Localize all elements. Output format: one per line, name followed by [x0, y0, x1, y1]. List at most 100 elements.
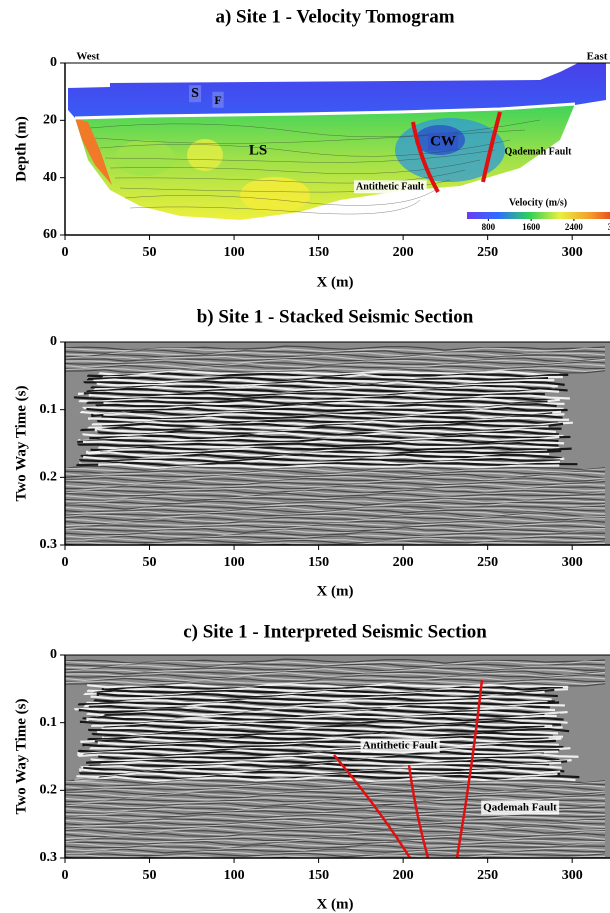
tomogram-edge [75, 118, 112, 185]
interface-line [74, 102, 576, 120]
tomogram-top [68, 63, 606, 118]
seismic-reflector [65, 670, 606, 676]
annotation: Antithetic Fault [363, 740, 438, 752]
y-tick-label: 0.1 [40, 715, 58, 730]
seismic-reflector [79, 457, 561, 464]
tomogram-feature [115, 140, 175, 176]
y-axis-label: Two Way Time (s) [13, 386, 29, 502]
plot-area [65, 655, 610, 866]
seismic-reflector [65, 790, 606, 796]
seismic-reflector [65, 513, 606, 520]
annotation: CW [430, 133, 456, 149]
colorbar-tick-label: 1600 [522, 222, 541, 232]
seismic-reflector [65, 508, 606, 514]
seismic-reflector [65, 465, 606, 471]
seismic-reflector [98, 369, 560, 377]
seismic-reflector [65, 549, 605, 553]
seismic-reflector [65, 353, 606, 359]
annotation: Qademah Fault [483, 802, 557, 814]
seismic-reflector [65, 679, 606, 686]
x-tick-label: 300 [562, 555, 583, 570]
y-tick-label: 0 [50, 647, 57, 662]
seismic-reflector [77, 700, 560, 707]
y-tick-label: 0.2 [40, 783, 58, 798]
seismic-reflector [65, 498, 606, 504]
annotation: S [191, 86, 199, 101]
seismic-reflector [86, 699, 548, 705]
seismic-reflector [65, 850, 606, 856]
seismic-reflector [65, 496, 606, 502]
seismic-reflector [65, 811, 606, 817]
x-tick-label: 100 [224, 555, 245, 570]
annotation: East [587, 51, 608, 63]
seismic-reflector [65, 475, 606, 481]
annotation-box [428, 132, 458, 151]
annotation-box [360, 738, 440, 753]
seismic-reflector [96, 381, 558, 388]
seismic-reflector [93, 385, 555, 392]
seismic-reflector [65, 862, 605, 866]
contour-line [104, 149, 496, 163]
seismic-reflector [91, 722, 553, 728]
seismic-reflector [65, 838, 606, 844]
annotation-box [353, 180, 427, 194]
seismic-reflector [88, 451, 550, 458]
seismic-reflector [86, 709, 568, 717]
seismic-reflector [78, 459, 561, 466]
seismic-reflector [65, 478, 606, 485]
seismic-reflector [65, 852, 606, 858]
seismic-reflector [65, 500, 606, 506]
seismic-reflector [101, 733, 564, 740]
seismic-reflector [65, 539, 606, 545]
x-axis-label: X (m) [316, 274, 353, 290]
seismic-reflector [65, 815, 606, 821]
seismic-reflector [78, 397, 560, 404]
colorbar [467, 212, 610, 219]
seismic-reflector [82, 405, 564, 412]
seismic-reflector [65, 527, 606, 534]
seismic-reflector [83, 391, 545, 398]
x-tick-label: 200 [393, 868, 414, 883]
plot-area [68, 63, 606, 220]
y-tick-label: 0.3 [40, 537, 58, 552]
seismic-reflector [65, 821, 606, 827]
seismic-reflector [65, 487, 606, 493]
seismic-reflector [65, 502, 606, 508]
seismic-reflector [80, 737, 562, 744]
seismic-reflector [90, 445, 572, 452]
seismic-reflector [65, 784, 606, 790]
seismic-reflector [77, 438, 559, 444]
seismic-reflector [65, 471, 606, 477]
seismic-reflector [96, 419, 559, 425]
seismic-reflector [65, 840, 606, 847]
seismic-reflector [65, 515, 606, 522]
seismic-reflector [65, 531, 606, 537]
seismic-reflector [65, 813, 606, 819]
seismic-reflector [65, 512, 606, 518]
seismic-reflector [65, 517, 606, 524]
seismic-reflector [65, 504, 606, 510]
seismic-reflector [65, 368, 606, 374]
y-axis-label: Two Way Time (s) [13, 699, 29, 815]
seismic-reflector [65, 844, 606, 850]
x-tick-label: 250 [477, 868, 498, 883]
x-tick-label: 0 [62, 868, 69, 883]
contour-line [99, 139, 511, 157]
seismic-reflector [94, 427, 556, 435]
seismic-reflector [65, 495, 606, 500]
seismic-reflector [87, 735, 549, 742]
seismic-reflector [80, 425, 562, 433]
seismic-reflector [77, 752, 579, 760]
seismic-reflector [65, 668, 606, 674]
panel-title: a) Site 1 - Velocity Tomogram [215, 6, 454, 27]
seismic-reflector [101, 725, 563, 733]
seismic-reflector [65, 828, 606, 835]
y-tick-label: 0.3 [40, 850, 58, 865]
x-tick-label: 100 [224, 245, 245, 260]
x-tick-label: 0 [62, 555, 69, 570]
seismic-reflector [65, 488, 606, 495]
x-tick-label: 50 [143, 245, 157, 260]
tomogram-feature [187, 139, 223, 171]
seismic-reflector [65, 861, 605, 865]
